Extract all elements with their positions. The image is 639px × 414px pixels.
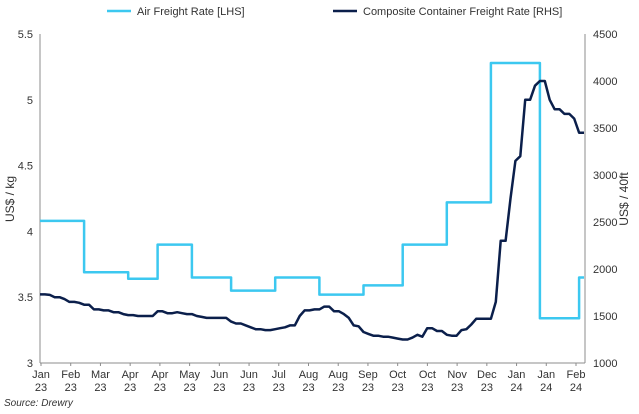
left-y-tick-label: 4 [27, 226, 33, 238]
left-axis-title: US$ / kg [3, 176, 17, 222]
x-tick-label: Aug 23 [328, 369, 348, 394]
x-tick-label: Oct 23 [419, 369, 436, 394]
source-note: Source: Drewry [4, 398, 74, 409]
x-tick-label: Sep 23 [358, 369, 378, 394]
x-tick-label: Apr 23 [151, 369, 168, 394]
left-y-tick-label: 3.5 [18, 292, 33, 304]
left-y-tick-label: 5.5 [18, 29, 33, 41]
x-tick-label: Apr 23 [122, 369, 139, 394]
legend-air-label: Air Freight Rate [LHS] [137, 6, 245, 18]
right-y-tick-label: 4000 [593, 76, 617, 88]
container-freight-rate-line [40, 79, 584, 341]
right-y-tick-label: 1500 [593, 311, 617, 323]
right-y-tick-label: 2500 [593, 217, 617, 229]
series-lines [40, 61, 584, 341]
left-y-tick-label: 3 [27, 358, 33, 370]
right-y-tick-label: 2000 [593, 264, 617, 276]
right-y-tick-label: 4500 [593, 29, 617, 41]
axes: 3 3.5 4 4.5 5 5.5 1000 1500 2000 2500 3000 3500 4000… [18, 29, 618, 394]
left-y-tick-label: 4.5 [18, 161, 33, 173]
right-axis-title: US$ / 40ft [617, 172, 631, 226]
x-tick-label: Oct 23 [389, 369, 406, 394]
x-tick-label: Jan 24 [508, 369, 526, 394]
x-tick-label: Feb 24 [567, 369, 586, 394]
air-freight-rate-line [40, 61, 584, 320]
x-tick-label: May 23 [179, 369, 200, 394]
right-y-tick-label: 3000 [593, 170, 617, 182]
x-tick-label: Jul 23 [272, 369, 286, 394]
x-tick-label: Nov 23 [447, 369, 467, 394]
x-tick-label: Jun 23 [240, 369, 258, 394]
x-tick-label: Feb 23 [61, 369, 80, 394]
x-tick-label: Jan 24 [537, 369, 555, 394]
legend-container-label: Composite Container Freight Rate [RHS] [363, 6, 562, 18]
x-tick-label: Aug 23 [299, 369, 319, 394]
legend: Air Freight Rate [LHS] Composite Contain… [107, 6, 562, 18]
x-tick-label: Mar 23 [91, 369, 110, 394]
x-tick-label: Jun 23 [210, 369, 228, 394]
left-y-tick-label: 5 [27, 95, 33, 107]
right-y-tick-label: 3500 [593, 123, 617, 135]
x-tick-label: Dec 23 [477, 369, 497, 394]
right-y-tick-label: 1000 [593, 358, 617, 370]
x-tick-label: Jan 23 [32, 369, 50, 394]
